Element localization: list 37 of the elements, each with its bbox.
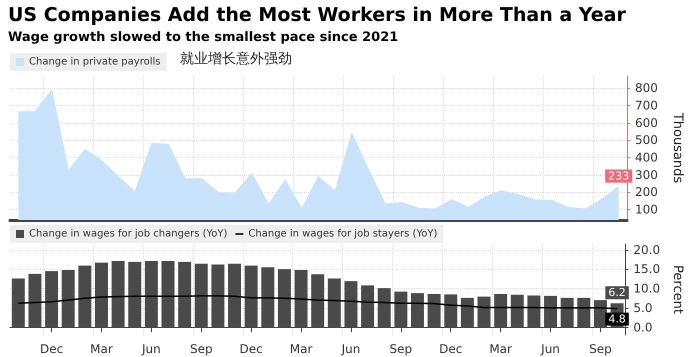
y-tick-label: 500 xyxy=(635,133,658,148)
y-tick-label: 20.0 xyxy=(633,242,660,257)
x-tick-label: Jun xyxy=(540,342,560,356)
chart-title: US Companies Add the Most Workers in More Than a Year xyxy=(8,4,626,26)
legend-label: Change in wages for job changers (YoY) xyxy=(29,228,228,240)
y-axis-title: Percent xyxy=(670,265,685,314)
data-label: 6.2 xyxy=(608,286,626,300)
y-tick-label: 0.0 xyxy=(633,320,652,334)
x-tick-label: Jun xyxy=(140,342,161,356)
y-tick-label: 800 xyxy=(635,81,658,96)
x-tick-label: Sep xyxy=(190,342,213,356)
x-tick-label: Sep xyxy=(589,342,612,356)
x-tick-label: Mar xyxy=(489,342,512,356)
y-tick-label: 10.0 xyxy=(633,282,660,296)
x-tick-label: Dec xyxy=(40,342,64,356)
y-axis-title: Thousands xyxy=(670,112,685,184)
y-tick-label: 200 xyxy=(635,185,658,200)
y-tick-label: 400 xyxy=(635,150,658,165)
y-tick-label: 300 xyxy=(635,168,658,182)
x-tick-label: Dec xyxy=(439,342,462,356)
x-tick-label: Dec xyxy=(240,342,263,356)
y-tick-label: 100 xyxy=(635,202,658,217)
legend-label: Change in private payrolls xyxy=(29,56,160,68)
x-tick-label: Jun xyxy=(340,342,360,356)
chart-subtitle: Wage growth slowed to the smallest pace since 2021 xyxy=(8,30,398,45)
x-tick-label: Mar xyxy=(90,342,113,356)
y-tick-label: 5.0 xyxy=(633,300,652,315)
text: 就业增长意外强劲 xyxy=(180,51,292,67)
x-tick-label: Sep xyxy=(390,342,412,356)
y-tick-label: 700 xyxy=(635,98,658,112)
legend-label: Change in wages for job stayers (YoY) xyxy=(248,228,438,240)
y-tick-label: 15.0 xyxy=(633,262,660,276)
data-label: 4.8 xyxy=(608,312,626,326)
y-tick-label: 600 xyxy=(635,116,658,130)
data-label: 233 xyxy=(608,170,630,183)
line-series xyxy=(18,295,618,310)
x-tick-label: Mar xyxy=(290,342,312,356)
